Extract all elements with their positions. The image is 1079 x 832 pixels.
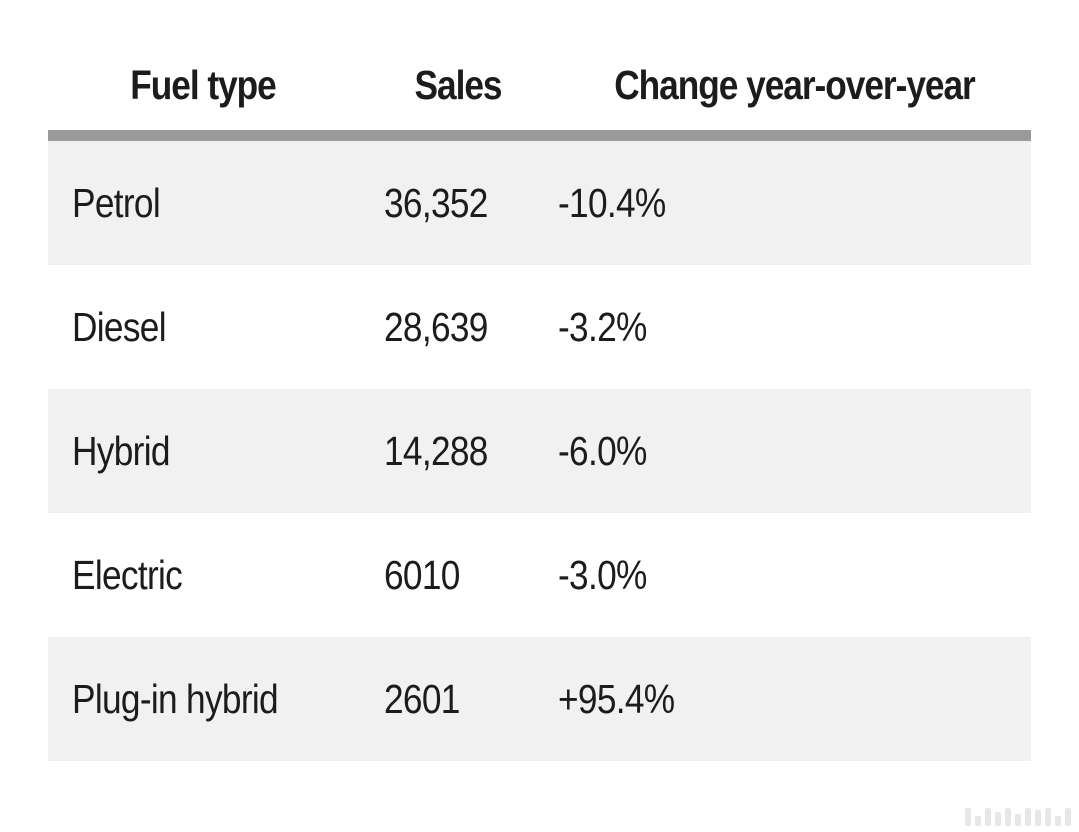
header-change-yoy: Change year-over-year [614, 61, 976, 108]
header-fuel-type: Fuel type [130, 61, 277, 108]
change-cell: -3.2% [558, 303, 647, 350]
fuel-type-cell: Diesel [72, 303, 167, 350]
header-sales: Sales [414, 61, 503, 108]
table-header: Fuel type Sales Change year-over-year [48, 40, 1031, 141]
change-cell: -3.0% [558, 551, 647, 598]
table-row: Hybrid 14,288 -6.0% [48, 389, 1031, 513]
sales-cell: 14,288 [384, 427, 488, 474]
sales-cell: 2601 [384, 675, 460, 722]
fuel-type-cell: Petrol [72, 179, 161, 226]
table-row: Plug-in hybrid 2601 +95.4% [48, 637, 1031, 761]
change-cell: -10.4% [558, 179, 666, 226]
fuel-type-cell: Hybrid [72, 427, 170, 474]
fuel-type-cell: Plug-in hybrid [72, 675, 279, 722]
fuel-type-cell: Electric [72, 551, 183, 598]
table-row: Electric 6010 -3.0% [48, 513, 1031, 637]
sales-cell: 6010 [384, 551, 460, 598]
change-cell: -6.0% [558, 427, 647, 474]
table-row: Petrol 36,352 -10.4% [48, 141, 1031, 265]
sales-cell: 28,639 [384, 303, 488, 350]
table-row: Diesel 28,639 -3.2% [48, 265, 1031, 389]
watermark-icon [965, 808, 1071, 826]
sales-table: Fuel type Sales Change year-over-year Pe… [48, 40, 1031, 761]
change-cell: +95.4% [558, 675, 675, 722]
sales-cell: 36,352 [384, 179, 488, 226]
